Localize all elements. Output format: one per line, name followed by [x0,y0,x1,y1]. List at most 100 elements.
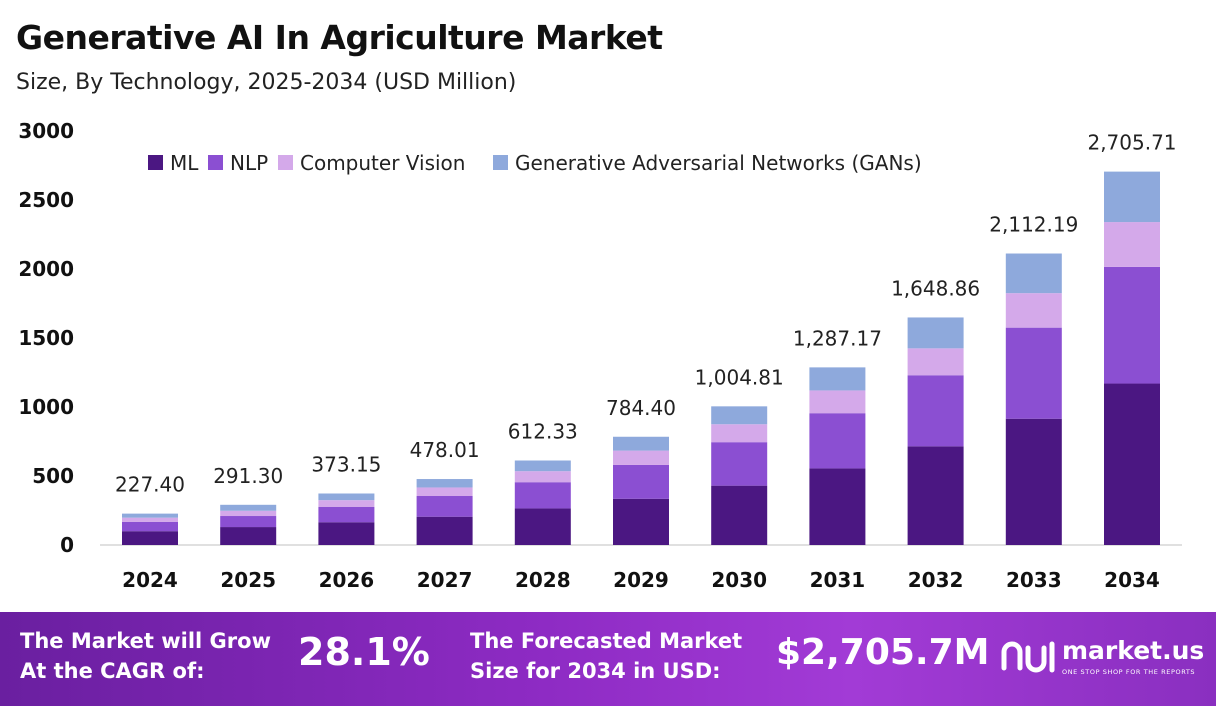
legend-label: Generative Adversarial Networks (GANs) [515,151,922,175]
forecast-label-line1: The Forecasted Market [470,629,743,653]
cagr-value: 28.1% [298,630,430,674]
forecast-label: The Forecasted Market Size for 2034 in U… [470,626,742,686]
bar-segment-nlp [809,413,866,469]
x-tick-label: 2033 [1006,568,1062,592]
bar-segment-computer-vision [514,471,571,483]
y-tick-label: 3000 [18,119,74,143]
bar-segment-generative-adversarial-networks-gans [1005,253,1062,294]
y-tick-label: 0 [60,533,74,557]
total-labels: 227.40 291.30 373.15 478.01 612.33 784.40 1,00… [115,131,1177,497]
legend-swatch [493,155,508,170]
brand-tagline: ONE STOP SHOP FOR THE REPORTS [1062,668,1196,676]
bar-segment-nlp [514,482,571,509]
x-tick-label: 2031 [810,568,866,592]
forecast-label-line2: Size for 2034 in USD: [470,659,721,683]
bar-segment-computer-vision [1005,293,1062,328]
cagr-label-line1: The Market will Grow [20,629,271,653]
x-tick-label: 2032 [908,568,964,592]
bar-segment-nlp [613,464,669,499]
bar-total-label: 2,112.19 [989,213,1078,237]
bar-segment-generative-adversarial-networks-gans [318,493,375,501]
bar-segment-computer-vision [613,450,669,465]
bar-total-label: 291.30 [213,464,283,488]
legend-swatch [278,155,293,170]
bar-total-label: 373.15 [311,453,381,477]
bar-segment-ml [1104,383,1160,545]
stacked-bar-chart: 0 500 1000 1500 2000 2500 3000 227.40 291.30 373… [18,119,1182,592]
bar-segment-generative-adversarial-networks-gans [907,317,964,349]
bar-segment-nlp [711,442,768,486]
bar-segment-computer-vision [416,487,473,497]
bar-segment-computer-vision [711,424,768,443]
bars-group [122,171,1160,545]
bar-total-label: 227.40 [115,473,185,497]
legend-swatch [208,155,223,170]
x-axis-ticks: 2024 2025 2026 2027 2028 2029 2030 2031 2032 2033… [122,568,1160,592]
forecast-value: $2,705.7M [776,632,990,673]
bar-segment-generative-adversarial-networks-gans [1104,171,1160,223]
bar-segment-nlp [122,521,178,532]
bar-segment-computer-vision [122,517,178,522]
brand-logo[interactable]: market.us ONE STOP SHOP FOR THE REPORTS [1000,632,1210,688]
cagr-label-line2: At the CAGR of: [20,659,205,683]
x-tick-label: 2029 [613,568,669,592]
y-tick-label: 500 [32,464,74,488]
bar-segment-nlp [318,506,375,523]
x-tick-label: 2025 [220,568,276,592]
bar-segment-computer-vision [318,500,375,507]
bar-segment-generative-adversarial-networks-gans [514,460,571,472]
y-tick-label: 1000 [18,395,74,419]
x-tick-label: 2024 [122,568,178,592]
bar-segment-generative-adversarial-networks-gans [416,479,473,488]
brand-name: market.us [1062,636,1205,665]
bar-total-label: 1,004.81 [695,365,784,389]
chart-title: Generative AI In Agriculture Market [16,18,663,57]
bar-segment-ml [613,498,669,545]
x-tick-label: 2030 [711,568,767,592]
x-tick-label: 2027 [417,568,473,592]
bar-segment-nlp [1104,266,1160,384]
x-tick-label: 2026 [319,568,375,592]
bar-segment-generative-adversarial-networks-gans [711,406,768,425]
bar-segment-ml [1005,418,1062,545]
legend-label: Computer Vision [300,151,465,175]
bar-segment-ml [711,485,768,545]
footer-banner: The Market will Grow At the CAGR of: 28.… [0,612,1216,706]
bar-total-label: 1,648.86 [891,276,980,300]
bar-segment-ml [907,446,964,545]
legend-label: ML [170,151,199,175]
y-tick-label: 2000 [18,257,74,281]
y-tick-label: 1500 [18,326,74,350]
bar-segment-ml [514,508,571,545]
bar-total-label: 478.01 [410,438,480,462]
bar-total-label: 612.33 [508,419,578,443]
bar-segment-ml [220,527,277,545]
legend-swatch [148,155,163,170]
y-axis-ticks: 0 500 1000 1500 2000 2500 3000 [18,119,74,557]
bar-segment-generative-adversarial-networks-gans [613,436,669,451]
bar-segment-nlp [1005,327,1062,419]
bar-segment-computer-vision [1104,222,1160,267]
bar-total-label: 1,287.17 [793,326,882,350]
cagr-label: The Market will Grow At the CAGR of: [20,626,271,686]
bar-total-label: 2,705.71 [1087,131,1176,155]
bar-segment-ml [416,516,473,545]
bar-segment-generative-adversarial-networks-gans [122,513,178,518]
legend: ML NLP Computer Vision Generative Adversari… [148,151,922,175]
bar-segment-generative-adversarial-networks-gans [809,367,866,391]
bar-segment-ml [122,531,178,545]
bar-segment-generative-adversarial-networks-gans [220,504,277,511]
bar-segment-computer-vision [907,348,964,376]
bar-segment-nlp [907,375,964,447]
market-us-logo-icon [1001,641,1055,673]
bar-segment-computer-vision [220,510,277,517]
bar-total-label: 784.40 [606,396,676,420]
y-tick-label: 2500 [18,188,74,212]
bar-segment-ml [809,468,866,545]
x-tick-label: 2034 [1104,568,1160,592]
bar-segment-ml [318,522,375,545]
legend-label: NLP [230,151,268,175]
chart-subtitle: Size, By Technology, 2025-2034 (USD Mill… [16,70,517,95]
bar-segment-computer-vision [809,390,866,414]
x-tick-label: 2028 [515,568,571,592]
